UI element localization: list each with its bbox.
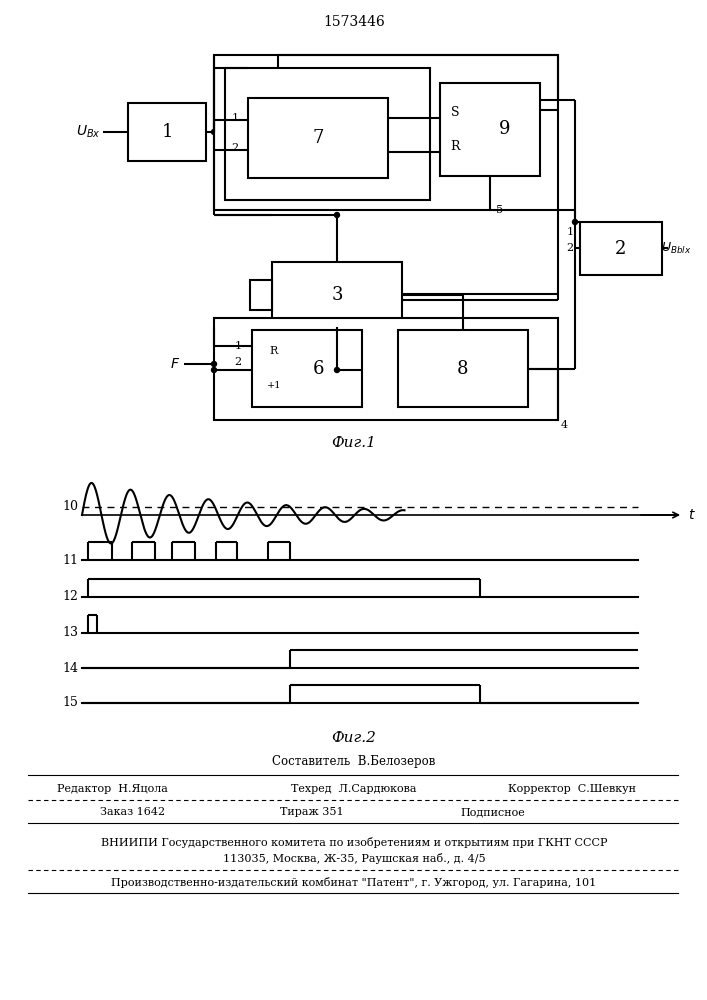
Text: 7: 7	[312, 129, 324, 147]
Bar	[440, 83, 540, 176]
Text: $U_{\mathrm{\mathit{Bblx}}}$: $U_{\mathrm{\mathit{Bblx}}}$	[661, 240, 691, 256]
Text: F: F	[171, 357, 179, 371]
Text: 113035, Москва, Ж-35, Раушская наб., д. 4/5: 113035, Москва, Ж-35, Раушская наб., д. …	[223, 852, 485, 863]
Bar	[214, 55, 558, 210]
Text: Техред  Л.Сардюкова: Техред Л.Сардюкова	[291, 784, 416, 794]
Text: t: t	[688, 508, 694, 522]
Text: Тираж 351: Тираж 351	[280, 807, 344, 817]
Text: Заказ 1642: Заказ 1642	[100, 807, 165, 817]
Text: Корректор  С.Шевкун: Корректор С.Шевкун	[508, 784, 636, 794]
Text: 6: 6	[313, 360, 325, 377]
Text: 13: 13	[62, 626, 78, 640]
Text: 1: 1	[566, 227, 573, 237]
Bar	[250, 279, 272, 310]
Text: 2: 2	[566, 243, 573, 253]
Bar	[248, 98, 388, 178]
Text: 9: 9	[499, 120, 510, 138]
Bar	[214, 318, 558, 420]
Circle shape	[211, 367, 216, 372]
Bar	[398, 330, 528, 407]
Text: 2: 2	[235, 357, 242, 367]
Text: Производственно-издательский комбинат "Патент", г. Ужгород, ул. Гагарина, 101: Производственно-издательский комбинат "П…	[112, 876, 597, 888]
Text: 2: 2	[231, 143, 238, 153]
Circle shape	[573, 220, 578, 225]
Text: 3: 3	[332, 286, 343, 304]
Text: 4: 4	[561, 420, 568, 430]
Text: Редактор  Н.Яцола: Редактор Н.Яцола	[57, 784, 168, 794]
Bar	[128, 103, 206, 161]
Text: 1: 1	[235, 341, 242, 351]
Text: Фиг.2: Фиг.2	[332, 731, 376, 745]
Text: 1: 1	[231, 113, 238, 123]
Bar	[272, 262, 402, 327]
Text: R: R	[270, 346, 278, 356]
Text: 5: 5	[496, 205, 503, 215]
Circle shape	[334, 213, 339, 218]
Circle shape	[211, 129, 216, 134]
Text: 1573446: 1573446	[323, 15, 385, 29]
Bar	[225, 68, 430, 200]
Bar	[252, 330, 362, 407]
Text: 12: 12	[62, 590, 78, 603]
Circle shape	[334, 367, 339, 372]
Text: Подписное: Подписное	[460, 807, 525, 817]
Text: 1: 1	[161, 123, 173, 141]
Text: 14: 14	[62, 662, 78, 674]
Bar	[580, 222, 662, 275]
Text: $U_{\mathrm{\mathit{Bx}}}$: $U_{\mathrm{\mathit{Bx}}}$	[76, 124, 100, 140]
Text: 15: 15	[62, 696, 78, 710]
Text: 8: 8	[457, 360, 469, 377]
Text: R: R	[450, 140, 460, 153]
Text: 2: 2	[615, 239, 626, 257]
Text: ВНИИПИ Государственного комитета по изобретениям и открытиям при ГКНТ СССР: ВНИИПИ Государственного комитета по изоб…	[101, 838, 607, 848]
Text: 10: 10	[62, 500, 78, 514]
Text: Фиг.1: Фиг.1	[332, 436, 376, 450]
Text: +1: +1	[267, 381, 281, 390]
Text: 11: 11	[62, 554, 78, 566]
Circle shape	[211, 361, 216, 366]
Text: S: S	[451, 106, 460, 119]
Text: Составитель  В.Белозеров: Составитель В.Белозеров	[272, 756, 436, 768]
